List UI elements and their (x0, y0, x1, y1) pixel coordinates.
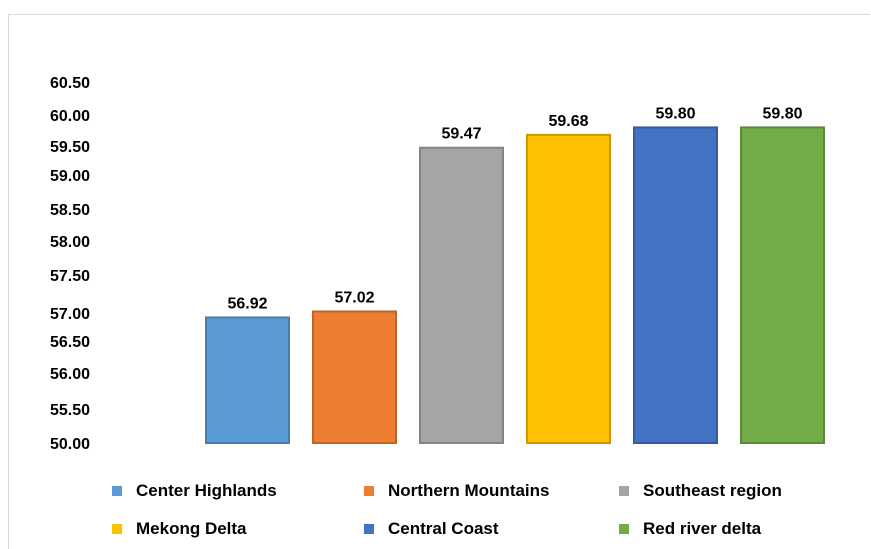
legend-swatch (112, 486, 122, 496)
y-tick-label: 56.00 (50, 366, 90, 383)
legend-item-center-highlands: Center Highlands (112, 481, 277, 501)
y-tick-label: 58.50 (50, 202, 90, 219)
legend-item-central-coast: Central Coast (364, 519, 499, 539)
bar-red-river-delta (740, 126, 825, 445)
bar-central-coast (633, 126, 718, 445)
data-label-central-coast: 59.80 (655, 105, 695, 122)
legend-label: Central Coast (388, 519, 499, 538)
y-tick-label: 56.50 (50, 334, 90, 351)
legend-swatch (619, 486, 629, 496)
bar-southeast-region (419, 146, 504, 445)
legend-swatch (619, 524, 629, 534)
y-tick-label: 57.50 (50, 268, 90, 285)
legend-item-mekong-delta: Mekong Delta (112, 519, 247, 539)
legend-swatch (364, 524, 374, 534)
y-tick-label: 55.50 (50, 402, 90, 419)
data-label-center-highlands: 56.92 (227, 295, 267, 312)
legend-label: Center Highlands (136, 481, 277, 500)
chart-frame (8, 14, 870, 549)
y-tick-label: 60.50 (50, 75, 90, 92)
legend-swatch (112, 524, 122, 534)
legend-label: Northern Mountains (388, 481, 550, 500)
legend-label: Mekong Delta (136, 519, 247, 538)
y-tick-label: 59.00 (50, 168, 90, 185)
y-tick-label: 57.00 (50, 306, 90, 323)
data-label-red-river-delta: 59.80 (762, 105, 802, 122)
data-label-northern-mountains: 57.02 (334, 289, 374, 306)
y-tick-label: 50.00 (50, 436, 90, 453)
legend-label: Red river delta (643, 519, 762, 538)
legend-item-northern-mountains: Northern Mountains (364, 481, 550, 501)
y-tick-label: 59.50 (50, 139, 90, 156)
y-tick-label: 58.00 (50, 234, 90, 251)
y-tick-label: 60.00 (50, 108, 90, 125)
bar-northern-mountains (312, 310, 397, 445)
bar-center-highlands (205, 316, 290, 445)
bar-mekong-delta (526, 133, 611, 444)
legend-label: Southeast region (643, 481, 782, 500)
y-axis-tick-labels: 50.00 55.50 56.00 56.50 57.00 57.50 58.00 58.50… (50, 75, 90, 453)
data-label-mekong-delta: 59.68 (548, 113, 588, 130)
legend-item-red-river-delta: Red river delta (619, 519, 761, 539)
data-labels: 56.92 57.02 59.47 59.68 59.80 59.80 (227, 105, 802, 312)
bars (205, 126, 825, 445)
legend-swatch (364, 486, 374, 496)
data-label-southeast-region: 59.47 (441, 126, 481, 143)
legend-item-southeast-region: Southeast region (619, 481, 782, 501)
